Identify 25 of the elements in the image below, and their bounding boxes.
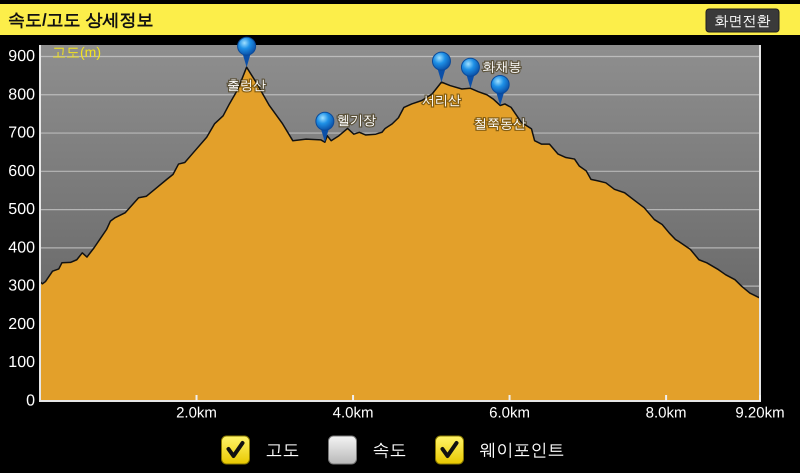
waypoint-label: 화채봉 (482, 58, 522, 74)
y-tick-label: 100 (8, 354, 35, 372)
y-tick-label: 800 (8, 86, 35, 104)
waypoint-label: 헬기장 (336, 112, 376, 128)
waypoint-label: 서리산 (422, 92, 461, 108)
y-tick-label: 900 (8, 48, 35, 65)
y-tick-label: 200 (8, 316, 35, 333)
y-tick-label: 700 (8, 124, 35, 142)
toggle-label: 속도 (372, 440, 406, 460)
y-tick-label: 400 (8, 239, 35, 256)
y-tick-label: 300 (8, 278, 35, 295)
y-tick-label: 0 (26, 392, 35, 410)
y-axis-title: 고도(m) (52, 44, 101, 60)
title: 속도/고도 상세정보 (8, 10, 154, 30)
x-tick-label: 2.0km (176, 404, 217, 422)
y-tick-label: 500 (8, 201, 35, 218)
x-tick-label: 8.0km (646, 404, 687, 422)
x-tick-label: 4.0km (332, 404, 374, 422)
toggle-label: 웨이포인트 (480, 440, 564, 460)
y-tick-label: 600 (8, 162, 35, 180)
button-label: 화면전환 (714, 12, 770, 28)
waypoint-label: 철쭉동산 (474, 116, 526, 131)
toggle-label: 고도 (266, 440, 300, 460)
x-tick-label: 9.20km (735, 404, 785, 422)
x-tick-label: 6.0km (489, 404, 530, 422)
